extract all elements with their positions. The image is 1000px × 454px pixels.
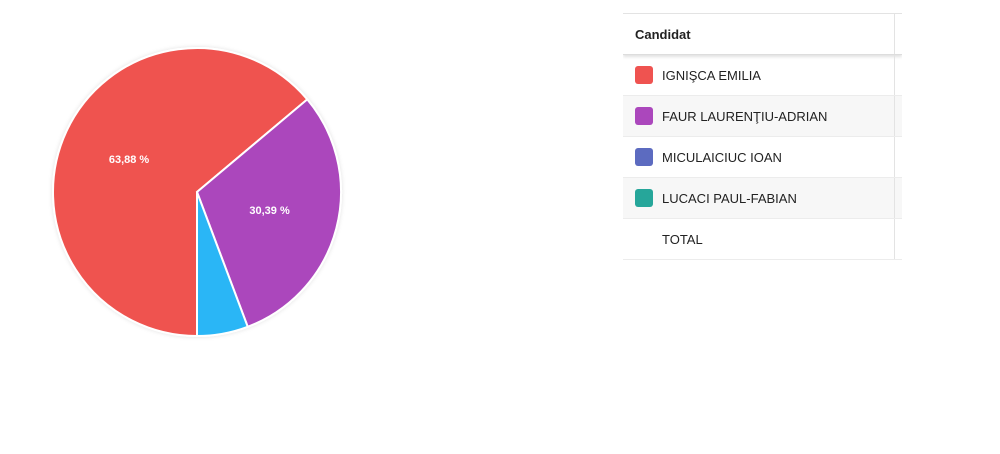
legend-swatch — [635, 107, 653, 125]
slices — [52, 47, 342, 338]
legend-swatch — [635, 66, 653, 84]
candidate-name: FAUR LAURENŢIU-ADRIAN — [662, 108, 828, 124]
table-row: FAUR LAURENŢIU-ADRIAN — [623, 96, 902, 137]
header-text: Candidat — [635, 26, 691, 42]
legend-table: Candidat IGNIŞCA EMILIA FAUR LAURENŢIU-AD… — [623, 13, 902, 260]
candidate-name: MICULAICIUC IOAN — [662, 149, 782, 165]
slice-label: 30,39 % — [249, 205, 290, 217]
candidate-name: LUCACI PAUL-FABIAN — [662, 190, 797, 206]
pie-slice — [52, 47, 309, 338]
table-header: Candidat — [623, 14, 902, 55]
pie-chart: 63,88 % 30,39 % — [52, 47, 342, 338]
pie-slice — [196, 191, 250, 338]
slice-label: 63,88 % — [109, 154, 150, 166]
pie-slice — [195, 97, 342, 329]
table-row: LUCACI PAUL-FABIAN — [623, 178, 902, 219]
candidate-name: IGNIŞCA EMILIA — [662, 67, 761, 83]
legend-swatch — [635, 148, 653, 166]
table-row: MICULAICIUC IOAN — [623, 137, 902, 178]
table-row: TOTAL — [623, 219, 902, 260]
legend-swatch — [635, 189, 653, 207]
table-row: IGNIŞCA EMILIA — [623, 55, 902, 96]
candidate-name: TOTAL — [662, 231, 703, 247]
